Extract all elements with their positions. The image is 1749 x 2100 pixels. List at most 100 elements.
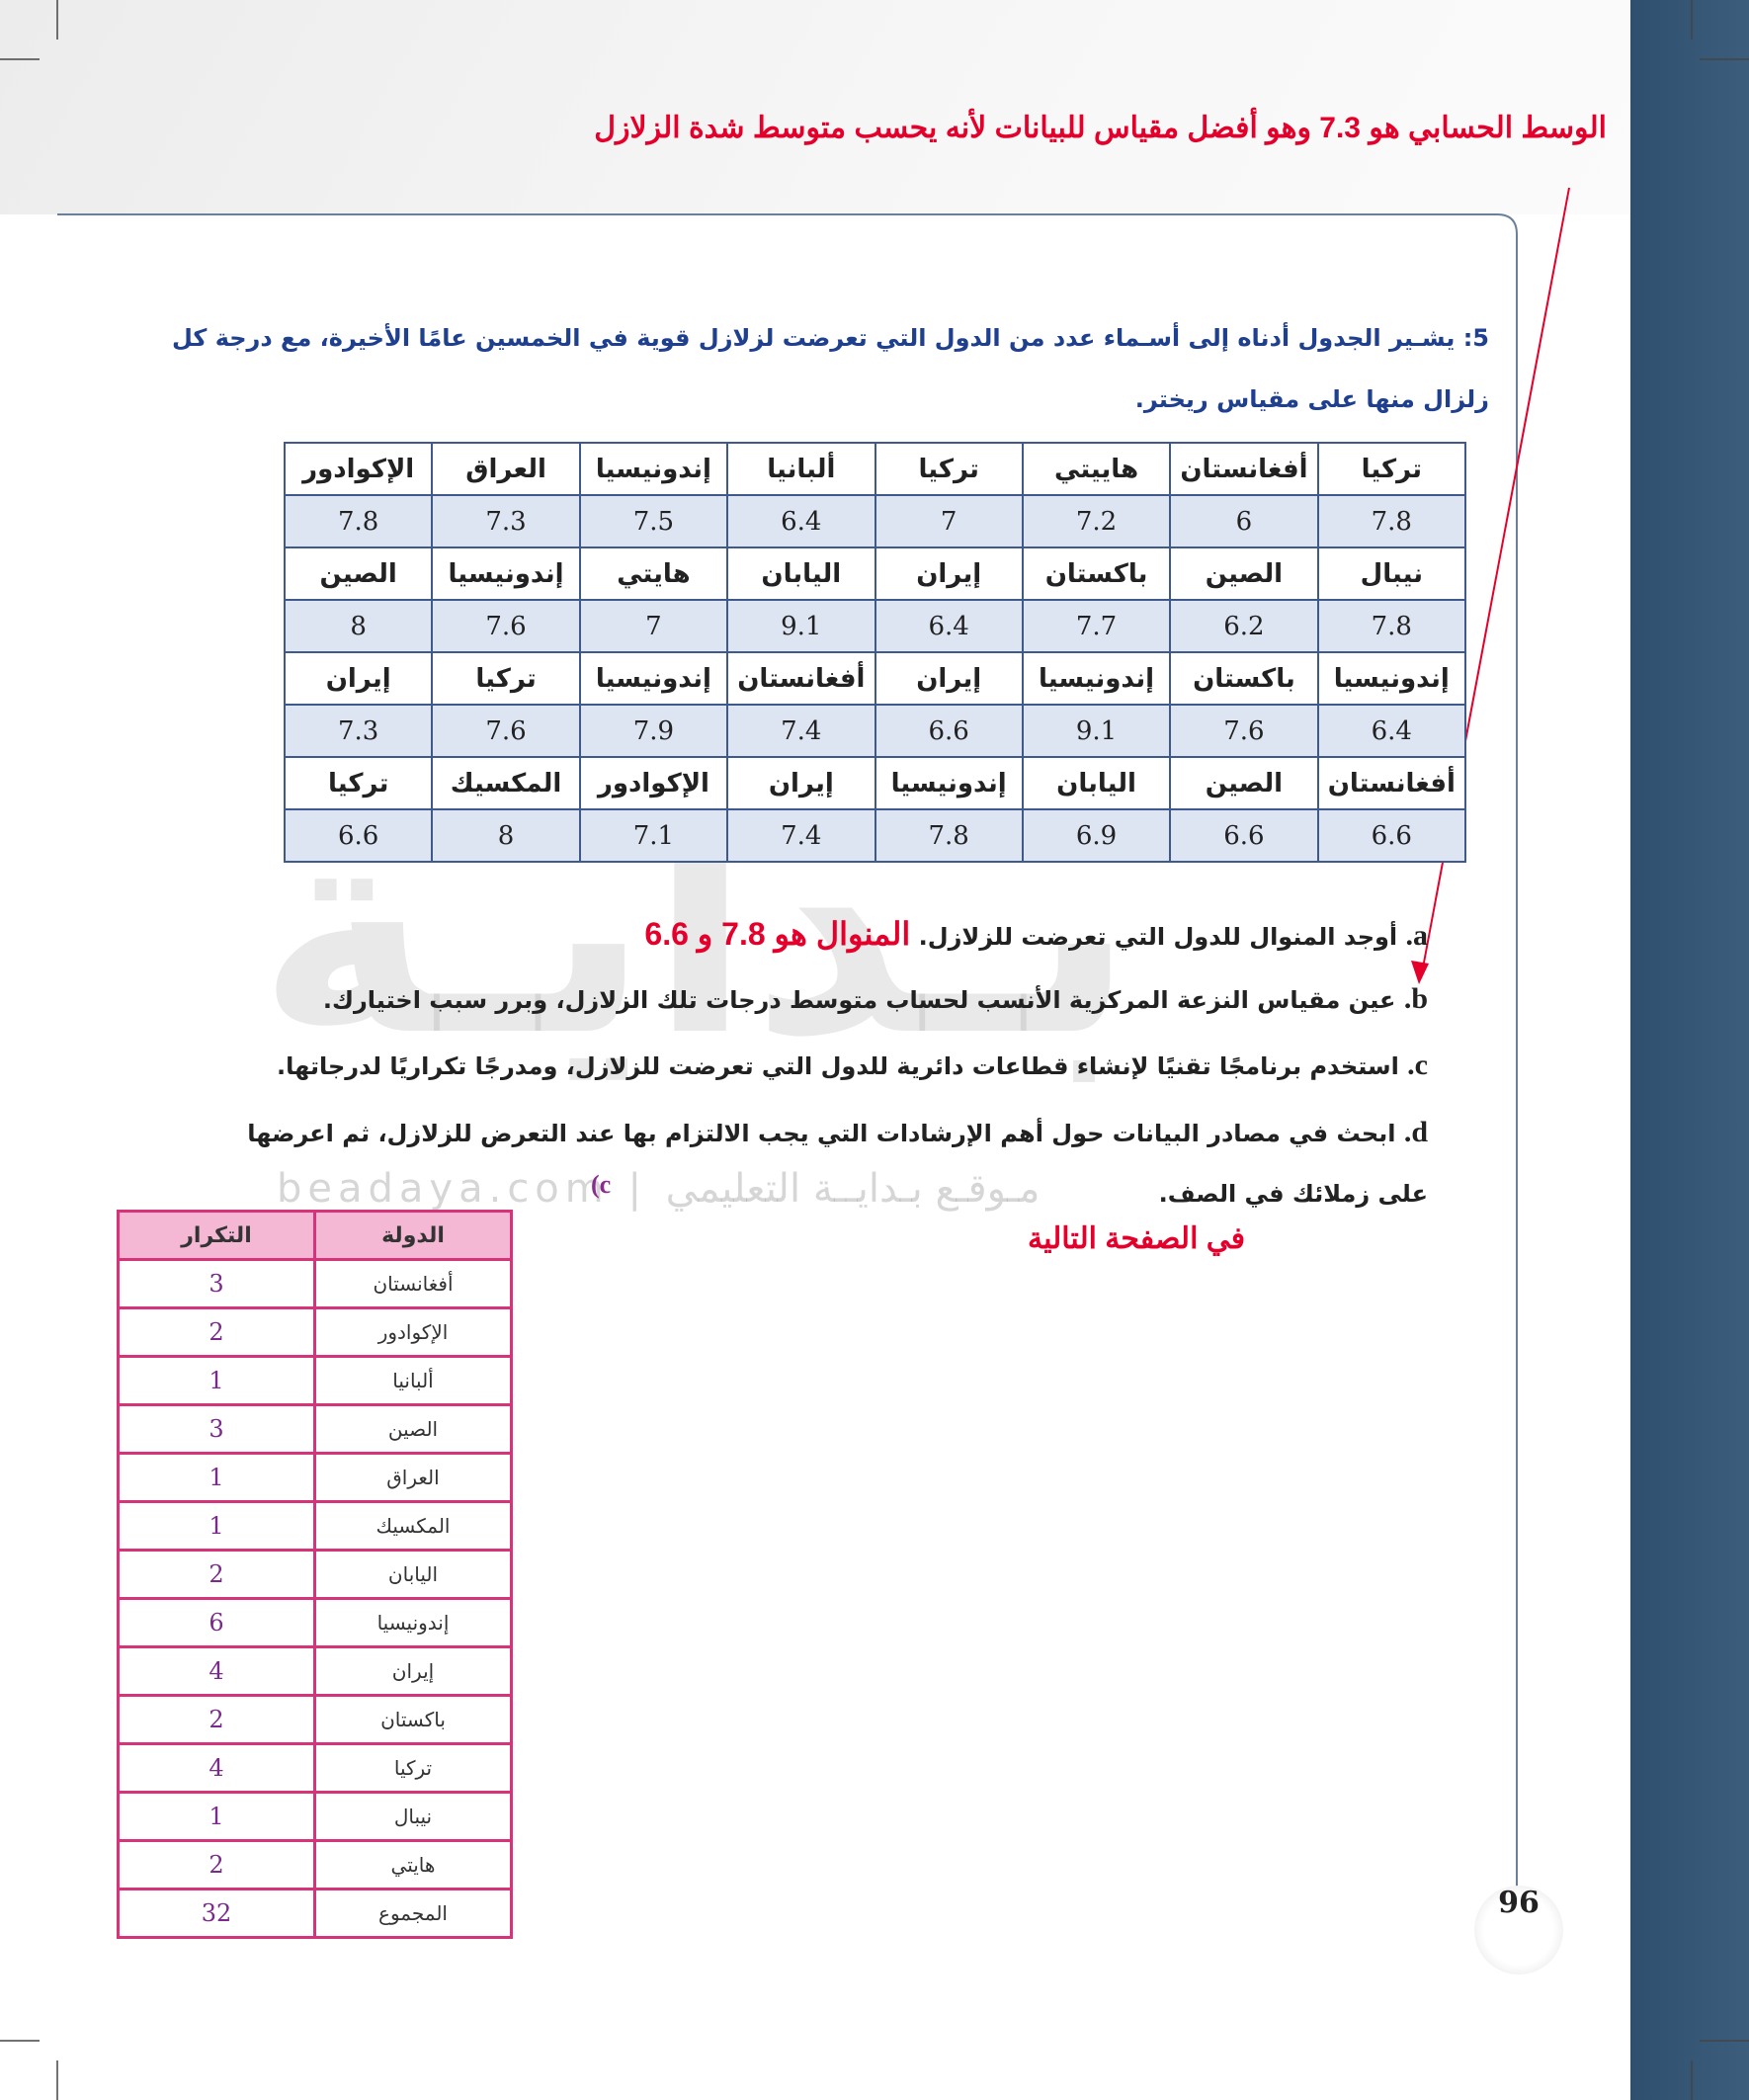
magnitude-cell: 9.1 [1021, 704, 1172, 758]
item-letter: b. [1403, 982, 1428, 1015]
country-cell: اليابان [1021, 756, 1172, 810]
magnitude-cell: 7.3 [431, 494, 581, 548]
country-cell: تركيا [874, 442, 1024, 496]
country-cell: إندونيسيا [874, 756, 1024, 810]
table-row: 7.8 6.2 7.7 6.4 9.1 7 7.6 8 [283, 599, 1467, 653]
country-cell: هايتي [313, 1839, 513, 1890]
arrow-head [1411, 961, 1429, 984]
magnitude-cell: 7.4 [726, 808, 876, 863]
country-cell: إيران [726, 756, 876, 810]
item-letter: d. [1403, 1116, 1428, 1148]
country-cell: تركيا [1316, 442, 1467, 496]
magnitude-cell: 9.1 [726, 599, 876, 653]
magnitude-cell: 6.6 [1316, 808, 1467, 863]
magnitude-cell: 7.6 [431, 599, 581, 653]
magnitude-cell: 6 [1169, 494, 1319, 548]
country-cell: الصين [313, 1403, 513, 1455]
country-cell: اليابان [313, 1549, 513, 1600]
count-cell: 2 [117, 1306, 316, 1358]
magnitude-cell: 7.8 [874, 808, 1024, 863]
count-cell: 1 [117, 1355, 316, 1406]
count-cell: 6 [117, 1597, 316, 1648]
data-table: تركيا أفغانستان هاييتي تركيا ألبانيا إندونيسي… [283, 442, 1467, 863]
country-cell: تركيا [431, 651, 581, 706]
magnitude-cell: 7.4 [726, 704, 876, 758]
country-cell: هايتي [578, 546, 729, 601]
freq-row: إندونيسيا 6 [117, 1597, 513, 1648]
item-line: a. أوجد المنوال للدول التي تعرضت للزلازل… [644, 915, 1428, 953]
count-cell: 4 [117, 1645, 316, 1697]
country-cell: إندونيسيا [313, 1597, 513, 1648]
country-cell: المكسيك [431, 756, 581, 810]
country-cell: اليابان [726, 546, 876, 601]
magnitude-cell: 7.6 [1169, 704, 1319, 758]
freq-row: نيبال 1 [117, 1791, 513, 1842]
magnitude-cell: 7 [578, 599, 729, 653]
country-cell: إندونيسيا [431, 546, 581, 601]
magnitude-cell: 8 [431, 808, 581, 863]
item-letter: c. [1407, 1049, 1428, 1081]
country-cell: تركيا [283, 756, 434, 810]
annotation-top: الوسط الحسابي هو 7.3 وهو أفضل مقياس للبي… [594, 112, 1607, 144]
magnitude-cell: 6.9 [1021, 808, 1172, 863]
magnitude-cell: 7.8 [1316, 494, 1467, 548]
freq-row: أفغانستان 3 [117, 1258, 513, 1309]
country-cell: ألبانيا [313, 1355, 513, 1406]
item-text: أوجد المنوال للدول التي تعرضت للزلازل. [918, 923, 1398, 951]
count-cell: 2 [117, 1694, 316, 1745]
country-cell: الصين [1169, 756, 1319, 810]
item-letter: a. [1405, 919, 1429, 952]
item-line: c. استخدم برنامجًا تقنيًا لإنشاء قطاعات … [277, 1049, 1428, 1082]
count-cell: 1 [117, 1500, 316, 1552]
country-cell: إندونيسيا [578, 651, 729, 706]
freq-row: الإكوادور 2 [117, 1306, 513, 1358]
table-row: تركيا أفغانستان هاييتي تركيا ألبانيا إندونيسي… [283, 442, 1467, 496]
table-row: إندونيسيا باكستان إندونيسيا إيران أفغانستان إ… [283, 651, 1467, 706]
freq-row: الصين 3 [117, 1403, 513, 1455]
country-cell: باكستان [1169, 651, 1319, 706]
table-row: 6.6 6.6 6.9 7.8 7.4 7.1 8 6.6 [283, 808, 1467, 863]
item-line: d. ابحث في مصادر البيانات حول أهم الإرشا… [247, 1116, 1428, 1149]
count-cell: 2 [117, 1839, 316, 1890]
side-bar [1630, 0, 1749, 2100]
country-cell: أفغانستان [1316, 756, 1467, 810]
magnitude-cell: 6.6 [874, 704, 1024, 758]
country-cell: الصين [1169, 546, 1319, 601]
country-cell: المكسيك [313, 1500, 513, 1552]
country-cell: نيبال [1316, 546, 1467, 601]
count-cell: 1 [117, 1452, 316, 1503]
country-cell: أفغانستان [726, 651, 876, 706]
question-line: 5: يشـير الجدول أدناه إلى أسـماء عدد من … [172, 324, 1489, 352]
item-text: على زملائك في الصف. [1158, 1180, 1428, 1208]
magnitude-cell: 7.9 [578, 704, 729, 758]
table-row: أفغانستان الصين اليابان إندونيسيا إيران الإكو… [283, 756, 1467, 810]
count-cell: 1 [117, 1791, 316, 1842]
magnitude-cell: 6.6 [1169, 808, 1319, 863]
magnitude-cell: 7.5 [578, 494, 729, 548]
magnitude-cell: 8 [283, 599, 434, 653]
country-cell: أفغانستان [313, 1258, 513, 1309]
item-text: عين مقياس النزعة المركزية الأنسب لحساب م… [322, 986, 1396, 1014]
country-cell: باكستان [313, 1694, 513, 1745]
count-cell: 4 [117, 1742, 316, 1794]
country-cell: أفغانستان [1169, 442, 1319, 496]
magnitude-cell: 7.8 [283, 494, 434, 548]
item-line: b. عين مقياس النزعة المركزية الأنسب لحسا… [323, 982, 1428, 1016]
next-page-note: في الصفحة التالية [1028, 1222, 1246, 1255]
magnitude-cell: 6.6 [283, 808, 434, 863]
frequency-table: الدولة التكرار أفغانستان 3 الإكوادور 2 ألبانيا… [117, 1210, 513, 1939]
country-cell: إيران [874, 546, 1024, 601]
country-cell: إيران [313, 1645, 513, 1697]
page-number: 96 [1474, 1886, 1563, 1974]
item-line: على زملائك في الصف. [1159, 1180, 1428, 1208]
header-cell: الدولة [313, 1210, 513, 1261]
watermark-caption: beadaya.com | مـوقـع بـدايــة التعليمي [277, 1166, 1041, 1212]
question-number: 5: [1462, 324, 1489, 352]
magnitude-cell: 7.1 [578, 808, 729, 863]
count-cell: 32 [117, 1888, 316, 1939]
part-label: (c [591, 1170, 612, 1199]
magnitude-cell: 6.4 [1316, 704, 1467, 758]
country-cell: ألبانيا [726, 442, 876, 496]
freq-row: المجموع 32 [117, 1888, 513, 1939]
